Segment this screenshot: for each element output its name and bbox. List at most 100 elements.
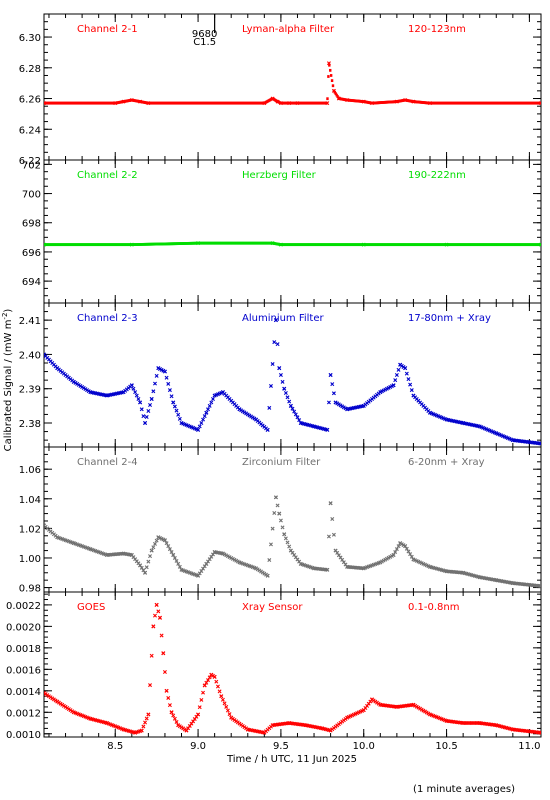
- data-point: [172, 716, 177, 721]
- data-point: [331, 532, 336, 537]
- channel-label: Channel 2-4: [77, 457, 138, 468]
- y-tick-label: 0.0016: [6, 665, 41, 676]
- x-tick-label: 11.0: [518, 741, 540, 752]
- y-tick-label: 2.40: [19, 350, 41, 361]
- data-point: [268, 542, 273, 547]
- data-point: [169, 550, 174, 555]
- data-point: [171, 400, 176, 405]
- data-point: [176, 561, 181, 566]
- data-point: [144, 415, 149, 419]
- data-point: [146, 101, 151, 106]
- data-point: [55, 699, 60, 704]
- data-point: [361, 403, 366, 408]
- data-point: [44, 242, 46, 247]
- data-point: [138, 563, 143, 568]
- data-point: [177, 416, 182, 421]
- data-point: [270, 526, 275, 531]
- data-point: [334, 92, 337, 96]
- data-point: [278, 101, 283, 106]
- data-point: [220, 697, 225, 702]
- data-point: [129, 553, 134, 557]
- y-axis-label: Calibrated Signal / (mW m-2): [1, 309, 14, 452]
- data-point: [167, 703, 172, 708]
- data-point: [209, 672, 214, 677]
- data-point: [336, 96, 341, 101]
- data-point: [237, 560, 242, 565]
- data-point: [411, 393, 416, 398]
- data-point: [295, 101, 300, 106]
- data-point: [408, 552, 413, 557]
- data-point: [328, 501, 333, 506]
- data-point: [331, 88, 336, 93]
- data-point: [88, 547, 93, 552]
- data-point: [461, 721, 466, 726]
- data-point: [129, 242, 134, 247]
- data-point: [461, 570, 466, 575]
- y-tick-label: 1.06: [19, 465, 41, 476]
- data-point: [136, 397, 141, 401]
- band-label: 120-123nm: [408, 24, 466, 35]
- data-point: [179, 567, 184, 572]
- data-point: [326, 400, 331, 405]
- data-point: [288, 548, 293, 553]
- data-point: [285, 540, 290, 545]
- data-point: [199, 697, 204, 702]
- data-point: [225, 708, 230, 713]
- data-point: [361, 708, 366, 713]
- data-point: [285, 395, 290, 400]
- data-point: [204, 680, 209, 685]
- data-series: [44, 61, 541, 106]
- data-point: [143, 720, 148, 725]
- data-point: [280, 379, 285, 384]
- band-label: 190-222nm: [408, 170, 466, 181]
- data-point: [71, 710, 76, 715]
- data-point: [217, 689, 222, 694]
- data-point: [220, 390, 225, 395]
- data-point: [326, 534, 331, 539]
- flare-marker: 9680 C1.5: [192, 14, 217, 48]
- data-point: [428, 410, 432, 415]
- filter-label: Xray Sensor: [242, 602, 303, 613]
- data-point: [104, 393, 109, 398]
- y-tick-label: 2.39: [19, 385, 41, 396]
- data-point: [196, 427, 201, 432]
- data-point: [196, 241, 201, 246]
- data-point: [396, 544, 401, 549]
- data-point: [403, 98, 408, 103]
- data-point: [171, 553, 176, 557]
- data-point: [403, 366, 408, 371]
- data-point: [224, 704, 229, 709]
- data-point: [149, 548, 154, 553]
- data-point: [361, 99, 366, 104]
- data-point: [143, 570, 148, 575]
- data-point: [104, 721, 109, 726]
- panel-5: 0.0010 0.0012 0.0014 0.0016 0.0018 0.0020 0.00…: [6, 591, 542, 741]
- data-point: [409, 554, 414, 559]
- data-point: [151, 545, 156, 550]
- data-point: [141, 568, 146, 573]
- data-point: [113, 101, 118, 106]
- data-point: [444, 417, 449, 422]
- data-point: [267, 405, 272, 410]
- data-series: [44, 495, 541, 589]
- data-point: [177, 564, 182, 569]
- data-point: [494, 431, 499, 436]
- data-point: [328, 728, 333, 733]
- data-point: [220, 551, 225, 556]
- data-point: [171, 713, 176, 718]
- data-point: [167, 547, 172, 552]
- y-tick-label: 0.0012: [6, 708, 41, 719]
- y-tick-label: 0.0010: [6, 730, 41, 741]
- data-point: [153, 541, 157, 546]
- data-point: [391, 553, 396, 557]
- data-point: [164, 375, 169, 380]
- data-point: [265, 427, 270, 432]
- data-point: [169, 394, 174, 399]
- data-point: [141, 414, 146, 419]
- data-point: [325, 427, 330, 432]
- data-point: [326, 61, 331, 66]
- data-point: [215, 684, 220, 689]
- data-point: [510, 727, 515, 732]
- data-point: [148, 403, 153, 407]
- data-point: [133, 390, 138, 395]
